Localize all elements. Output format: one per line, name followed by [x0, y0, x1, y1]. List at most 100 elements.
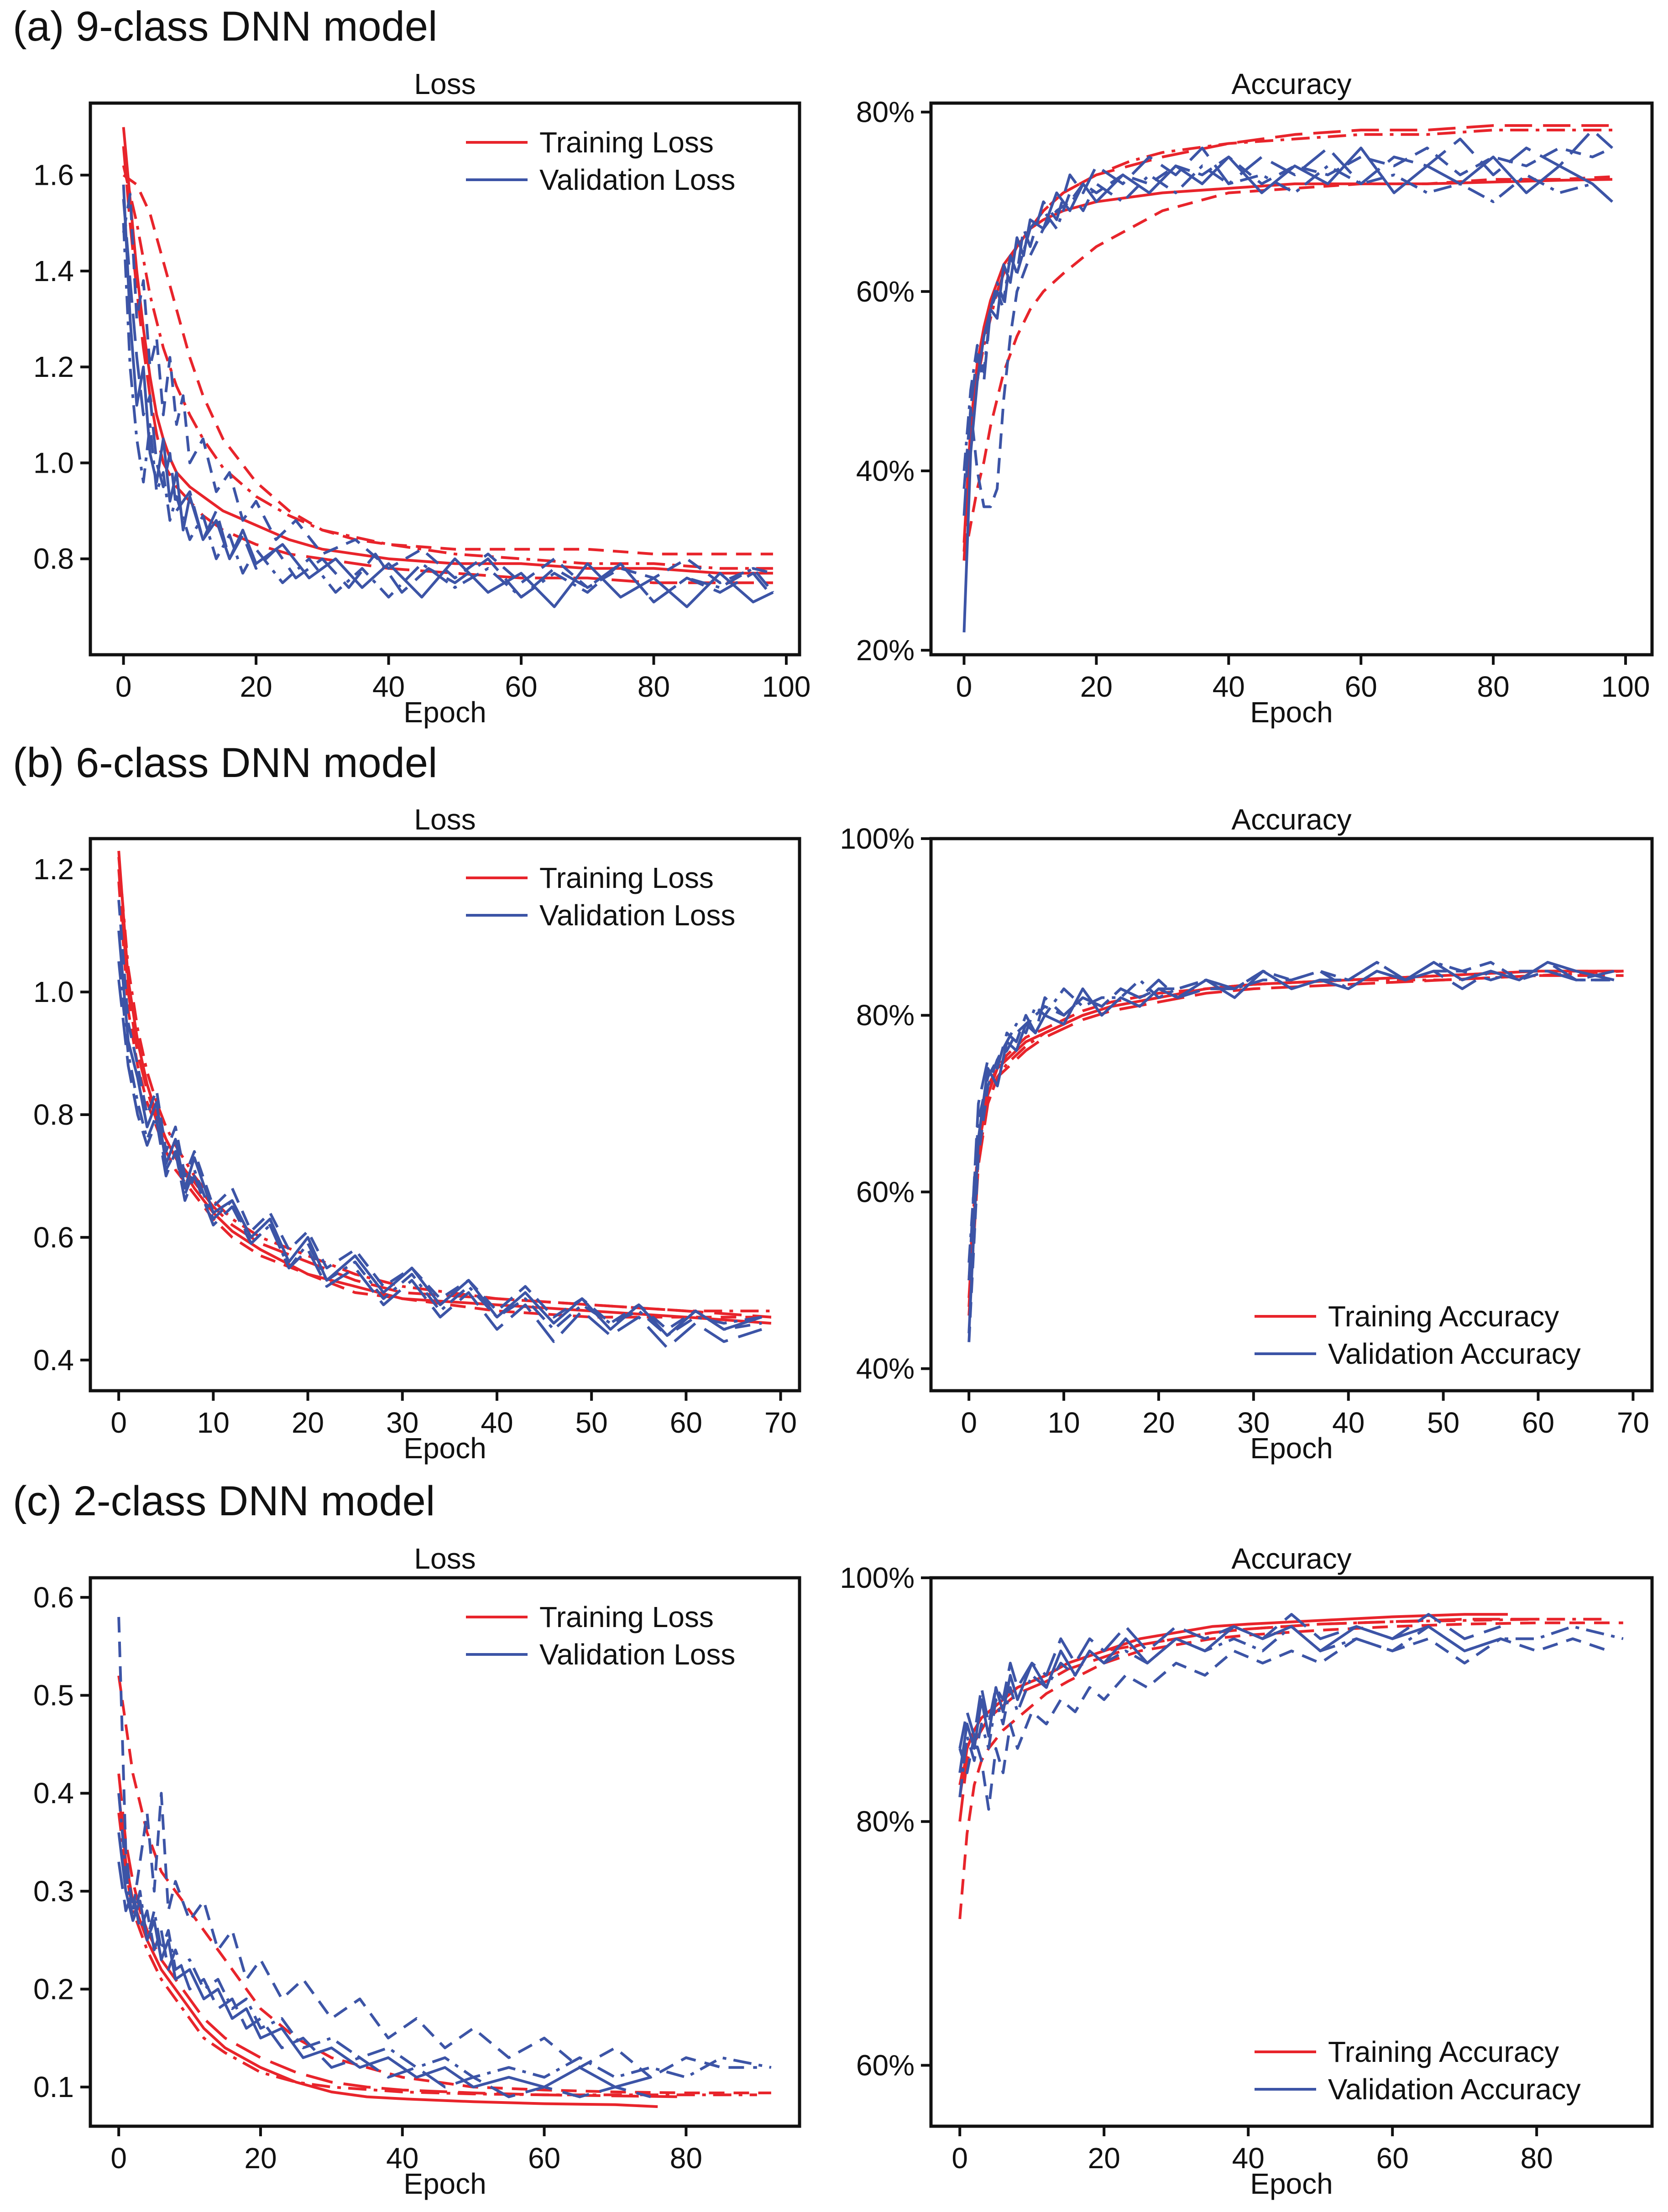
validation-series-line	[117, 1862, 651, 2098]
x-tick-label: 20	[1088, 2142, 1120, 2175]
x-tick-label: 20	[244, 2142, 277, 2175]
x-tick-label: 60	[670, 1406, 702, 1439]
training-series-line	[117, 1675, 771, 2094]
y-tick-label: 0.1	[33, 2071, 74, 2103]
validation-series-line	[117, 1617, 757, 2079]
legend-label-validation: Validation Accuracy	[1328, 2073, 1581, 2106]
x-tick-label: 70	[1617, 1406, 1649, 1439]
chart-c-acc: Accuracy 0 20 40 60 80 60% 80% 100% Epoch Training…	[840, 1542, 1654, 2200]
x-tick-label: 60	[1345, 670, 1377, 703]
series-group	[117, 1617, 772, 2108]
x-tick-label: 60	[528, 2142, 560, 2175]
y-tick-label: 0.8	[33, 543, 74, 575]
y-tick-label: 80%	[856, 96, 915, 129]
chart-b-acc: Accuracy 0 10 20 30 40 50 60 70 40% 60% 80% 100% Epoc…	[840, 803, 1654, 1465]
validation-series-line	[122, 184, 774, 608]
training-series-line	[122, 127, 773, 575]
y-tick-label: 40%	[856, 454, 915, 487]
x-tick-label: 20	[240, 670, 272, 703]
validation-series-line	[122, 199, 774, 604]
y-tick-label: 40%	[856, 1352, 915, 1385]
x-tick-label: 0	[952, 2142, 968, 2175]
legend-label-validation: Validation Accuracy	[1328, 1337, 1581, 1370]
y-tick-label: 0.4	[33, 1344, 74, 1377]
training-series-line	[962, 129, 1612, 552]
chart-title: Loss	[414, 803, 476, 836]
chart-title: Accuracy	[1231, 803, 1351, 836]
y-tick-label: 60%	[856, 2049, 915, 2082]
x-tick-label: 10	[1047, 1406, 1080, 1439]
validation-series-line	[117, 979, 763, 1349]
x-axis-label: Epoch	[403, 1432, 486, 1465]
x-tick-label: 40	[386, 2142, 418, 2175]
x-tick-label: 100	[1601, 670, 1650, 703]
training-series-line	[958, 1617, 1609, 1785]
training-series-line	[117, 1793, 658, 2108]
x-axis-label: Epoch	[403, 2167, 486, 2200]
y-tick-label: 100%	[840, 822, 915, 855]
x-tick-label: 10	[197, 1406, 230, 1439]
training-series-line	[117, 869, 772, 1319]
training-series-line	[962, 178, 1613, 543]
x-tick-label: 0	[961, 1406, 977, 1439]
y-tick-label: 1.0	[33, 976, 74, 1008]
training-series-line	[117, 1812, 757, 2097]
validation-series-line	[958, 1637, 1610, 1811]
x-tick-label: 80	[1521, 2142, 1553, 2175]
x-tick-label: 20	[292, 1406, 324, 1439]
y-tick-label: 60%	[856, 275, 915, 308]
series-group	[122, 127, 774, 608]
training-series-line	[117, 881, 771, 1319]
validation-series-line	[958, 1625, 1501, 1773]
training-series-line	[958, 1617, 1537, 1822]
chart-c-loss: Loss 0 20 40 60 80 0.1 0.2 0.3 0.4 0.5 0.6 Epoch Trai…	[33, 1542, 801, 2200]
training-series-line	[122, 174, 773, 556]
validation-series-line	[962, 146, 1613, 508]
y-tick-label: 1.6	[33, 159, 74, 192]
x-tick-label: 80	[670, 2142, 702, 2175]
series-group	[962, 124, 1614, 633]
chart-a-acc: Accuracy 0 20 40 60 80 100 20% 40% 60% 80% Epoch	[856, 68, 1654, 729]
plot-frame	[929, 101, 1654, 657]
x-tick-label: 20	[1080, 670, 1113, 703]
training-series-line	[958, 1621, 1623, 1920]
validation-series-line	[958, 1613, 1501, 1749]
validation-series-line	[962, 146, 1614, 633]
validation-series-line	[122, 193, 774, 589]
chart-title: Loss	[414, 1542, 476, 1575]
training-series-line	[122, 146, 773, 584]
validation-series-line	[962, 164, 1614, 471]
series-group	[117, 850, 772, 1349]
x-axis-label: Epoch	[403, 696, 486, 729]
legend-label-validation: Validation Loss	[539, 1638, 735, 1671]
y-tick-label: 1.2	[33, 350, 74, 383]
section-title-c: (c) 2-class DNN model	[13, 1478, 435, 1524]
legend-label-training: Training Accuracy	[1328, 1300, 1559, 1333]
section-title-b: (b) 6-class DNN model	[13, 740, 438, 786]
y-tick-label: 20%	[856, 634, 915, 667]
legend-label-training: Training Loss	[539, 1601, 714, 1633]
x-tick-label: 40	[372, 670, 405, 703]
x-axis-label: Epoch	[1250, 696, 1333, 729]
x-tick-label: 30	[1237, 1406, 1270, 1439]
chart-title: Loss	[414, 68, 476, 100]
legend-label-training: Training Loss	[539, 861, 714, 894]
legend: Training Accuracy Validation Accuracy	[1255, 1300, 1581, 1370]
x-tick-label: 60	[1522, 1406, 1554, 1439]
legend: Training Loss Validation Loss	[466, 1601, 735, 1671]
chart-title: Accuracy	[1231, 1542, 1351, 1575]
validation-series-line	[117, 930, 763, 1337]
chart-a-loss: Loss 0 20 40 60 80 100 0.8 1.0 1.2 1.4 1.6 Epoch Trai…	[33, 68, 810, 729]
x-tick-label: 0	[110, 1406, 127, 1439]
plot-frame	[89, 101, 801, 657]
chart-b-loss: Loss 0 10 20 30 40 50 60 70 0.4 0.6 0.8 1.0 1.2 Epoch T…	[33, 803, 801, 1465]
y-tick-label: 0.6	[33, 1581, 74, 1614]
y-tick-label: 80%	[856, 999, 915, 1032]
y-tick-label: 0.3	[33, 1875, 74, 1908]
x-tick-label: 0	[110, 2142, 127, 2175]
plot-frame	[929, 1576, 1654, 2128]
y-tick-label: 0.8	[33, 1098, 74, 1131]
x-tick-label: 40	[1232, 2142, 1265, 2175]
x-tick-label: 100	[762, 670, 811, 703]
